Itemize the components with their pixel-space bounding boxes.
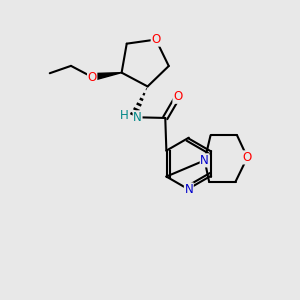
- Text: N: N: [133, 111, 142, 124]
- Text: O: O: [173, 90, 182, 103]
- Text: O: O: [151, 33, 160, 46]
- Text: O: O: [243, 151, 252, 164]
- Text: N: N: [184, 183, 193, 196]
- Polygon shape: [92, 73, 122, 80]
- Text: N: N: [200, 154, 209, 167]
- Text: O: O: [88, 70, 97, 84]
- Text: H: H: [120, 110, 129, 122]
